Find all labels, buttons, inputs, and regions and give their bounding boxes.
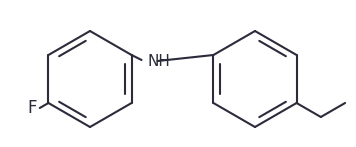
Text: F: F xyxy=(27,99,37,117)
Text: NH: NH xyxy=(148,54,171,69)
